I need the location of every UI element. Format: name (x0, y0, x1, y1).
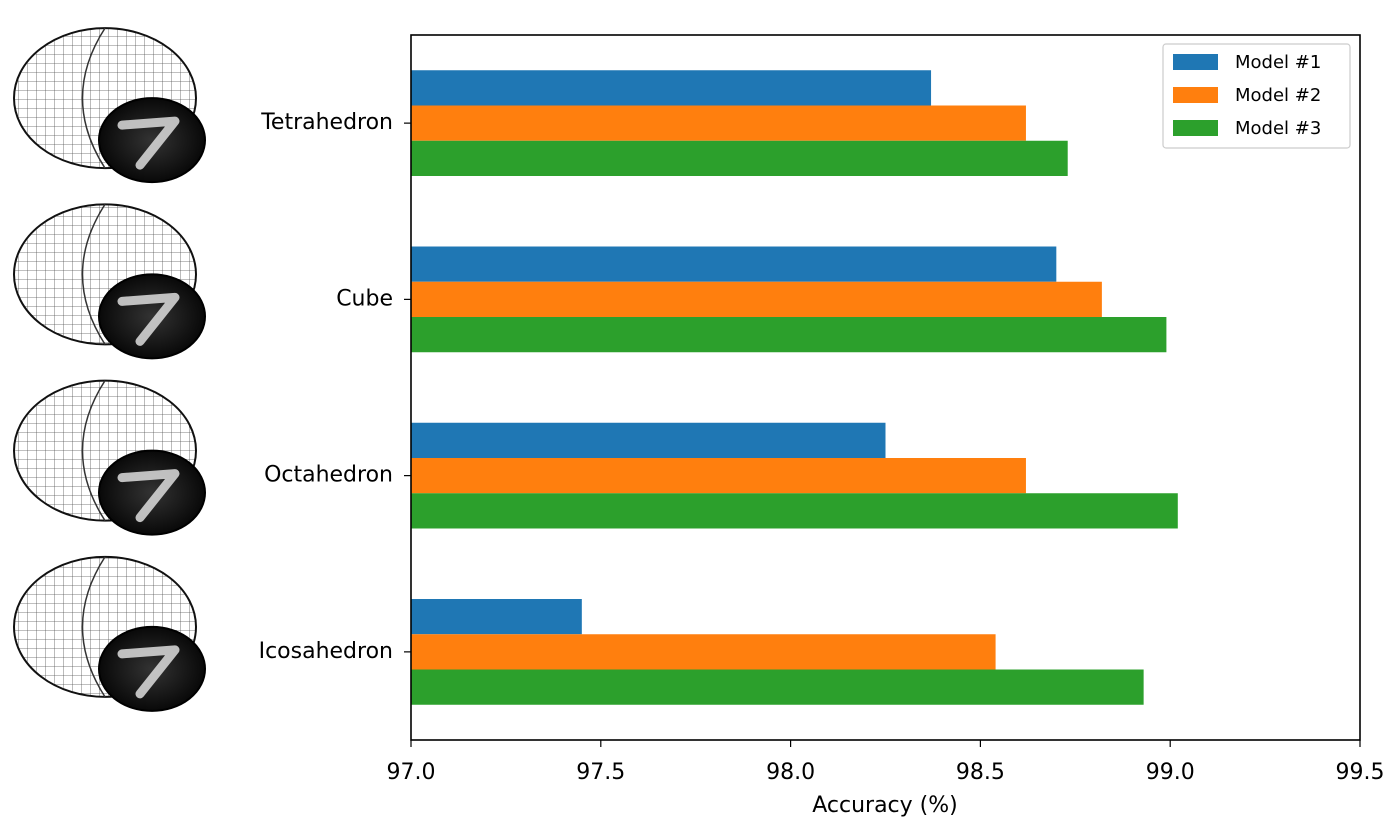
bar (411, 70, 931, 105)
bar (411, 282, 1102, 317)
bar (411, 317, 1166, 352)
y-tick-label: Tetrahedron (260, 110, 393, 135)
icons (14, 28, 205, 711)
bar (411, 106, 1026, 141)
x-tick-label: 97.5 (576, 760, 625, 785)
x-tick-label: 97.0 (387, 760, 436, 785)
sphere-icon (14, 204, 205, 358)
bar (411, 141, 1068, 176)
bar (411, 458, 1026, 493)
digit-disc (99, 274, 205, 358)
bar (411, 599, 582, 634)
y-tick-label: Octahedron (264, 463, 393, 488)
legend-swatch (1173, 54, 1218, 70)
chart: 97.0 97.5 98.0 98.5 99.0 99.5 Tetrahedron Cube O… (0, 0, 1393, 821)
digit-disc (99, 451, 205, 535)
legend-label: Model #1 (1235, 52, 1321, 73)
x-axis-label: Accuracy (%) (812, 793, 958, 818)
y-tick-label: Icosahedron (259, 639, 393, 664)
x-tick-label: 98.5 (956, 760, 1005, 785)
bar (411, 493, 1178, 528)
sphere-icon (14, 381, 205, 535)
y-tick-label: Cube (336, 286, 393, 311)
sphere-icon (14, 557, 205, 711)
legend-label: Model #3 (1235, 118, 1321, 139)
bar (411, 423, 886, 458)
x-tick-label: 98.0 (766, 760, 815, 785)
x-tick-label: 99.0 (1146, 760, 1195, 785)
legend-swatch (1173, 120, 1218, 136)
digit-disc (99, 98, 205, 182)
legend-swatch (1173, 87, 1218, 103)
legend-label: Model #2 (1235, 85, 1321, 106)
x-tick-label: 99.5 (1336, 760, 1385, 785)
bar (411, 670, 1144, 705)
legend: Model #1 Model #2 Model #3 (1163, 44, 1350, 148)
bar (411, 247, 1056, 282)
digit-disc (99, 627, 205, 711)
bar (411, 634, 996, 669)
sphere-icon (14, 28, 205, 182)
plot-area: 97.0 97.5 98.0 98.5 99.0 99.5 Tetrahedron Cube O… (259, 35, 1385, 785)
